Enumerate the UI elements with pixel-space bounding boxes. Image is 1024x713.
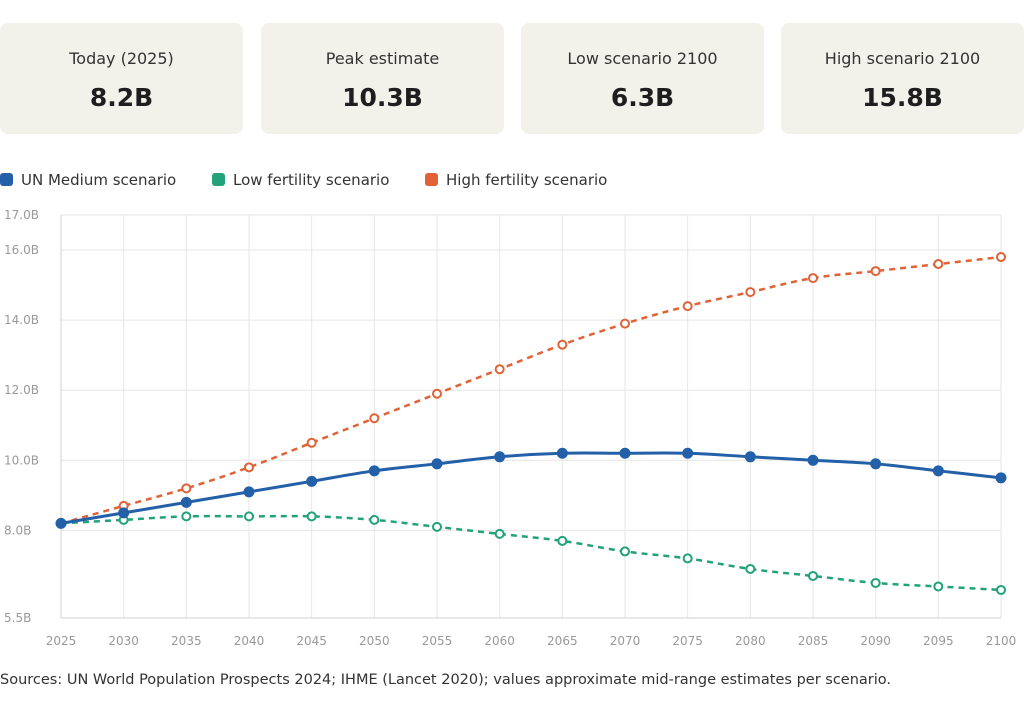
data-point-low-fertility-scenario bbox=[808, 570, 818, 581]
x-tick-label: 2045 bbox=[296, 634, 327, 648]
data-point-high-fertility-scenario bbox=[369, 413, 380, 424]
legend-label: High fertility scenario bbox=[446, 171, 608, 189]
x-tick-label: 2075 bbox=[672, 634, 703, 648]
y-tick-label: 5.5B bbox=[4, 611, 31, 625]
x-tick-label: 2050 bbox=[359, 634, 390, 648]
data-point-un-medium-scenario bbox=[180, 496, 192, 508]
data-point-high-fertility-scenario bbox=[432, 388, 442, 399]
stat-label: High scenario 2100 bbox=[824, 49, 981, 68]
x-tick-label: 2085 bbox=[798, 634, 829, 648]
y-tick-label: 17.0B bbox=[4, 208, 39, 222]
data-point-low-fertility-scenario bbox=[745, 563, 756, 574]
data-point-high-fertility-scenario bbox=[745, 287, 756, 298]
data-point-high-fertility-scenario bbox=[933, 259, 944, 270]
data-point-un-medium-scenario bbox=[556, 447, 568, 459]
y-tick-label: 8.0B bbox=[4, 523, 31, 537]
x-tick-label: 2060 bbox=[484, 634, 515, 648]
data-point-low-fertility-scenario bbox=[870, 577, 881, 588]
data-point-high-fertility-scenario bbox=[494, 364, 505, 375]
data-point-high-fertility-scenario bbox=[244, 462, 254, 473]
x-tick-label: 2055 bbox=[422, 634, 453, 648]
stat-value: 10.3B bbox=[342, 83, 423, 112]
y-tick-label: 14.0B bbox=[4, 313, 39, 327]
x-tick-label: 2070 bbox=[610, 634, 641, 648]
legend-label: UN Medium scenario bbox=[21, 171, 177, 189]
legend-swatch bbox=[425, 173, 438, 186]
series-line-low-fertility-scenario bbox=[60, 514, 1002, 592]
legend-swatch bbox=[212, 173, 225, 186]
x-tick-label: 2025 bbox=[46, 634, 77, 648]
data-point-un-medium-scenario bbox=[682, 447, 694, 459]
data-point-low-fertility-scenario bbox=[620, 546, 630, 557]
stat-value: 6.3B bbox=[610, 83, 675, 112]
stat-label: Low scenario 2100 bbox=[567, 49, 718, 68]
data-point-un-medium-scenario bbox=[306, 475, 318, 487]
series-line-un-medium-scenario bbox=[60, 451, 1002, 525]
data-point-high-fertility-scenario bbox=[996, 252, 1006, 263]
data-point-un-medium-scenario bbox=[243, 486, 255, 498]
data-point-un-medium-scenario bbox=[619, 447, 631, 459]
data-point-low-fertility-scenario bbox=[557, 535, 568, 546]
data-point-low-fertility-scenario bbox=[682, 553, 693, 564]
stat-cards: Today (2025) 8.2B Peak estimate 10.3B Lo… bbox=[0, 23, 1024, 135]
y-tick-label: 16.0B bbox=[4, 243, 39, 257]
stat-value: 8.2B bbox=[89, 83, 154, 112]
x-tick-label: 2065 bbox=[547, 634, 578, 648]
population-line-chart: 5.5B 8.0B 10.0B 12.0B 14.0B 16.0B 17.0B 2025 203… bbox=[4, 208, 1017, 648]
x-tick-label: 2100 bbox=[986, 634, 1017, 648]
data-point-low-fertility-scenario bbox=[181, 511, 192, 522]
data-point-un-medium-scenario bbox=[118, 507, 130, 519]
legend-swatch bbox=[0, 173, 13, 186]
data-point-un-medium-scenario bbox=[995, 472, 1007, 484]
stat-label: Peak estimate bbox=[325, 49, 440, 68]
stat-card-peak: Peak estimate 10.3B bbox=[261, 23, 504, 134]
stat-label: Today (2025) bbox=[69, 49, 174, 68]
x-tick-label: 2040 bbox=[234, 634, 265, 648]
data-point-low-fertility-scenario bbox=[996, 584, 1006, 595]
data-point-un-medium-scenario bbox=[55, 517, 67, 529]
data-point-high-fertility-scenario bbox=[306, 437, 317, 448]
data-point-high-fertility-scenario bbox=[557, 339, 568, 350]
source-note: Sources: UN World Population Prospects 2… bbox=[0, 672, 892, 688]
data-point-un-medium-scenario bbox=[368, 465, 380, 477]
x-tick-label: 2095 bbox=[923, 634, 954, 648]
series-line-high-fertility-scenario bbox=[60, 255, 1002, 525]
data-point-un-medium-scenario bbox=[932, 465, 944, 477]
stat-card-low-2100: Low scenario 2100 6.3B bbox=[521, 23, 764, 134]
x-tick-label: 2035 bbox=[171, 634, 202, 648]
stat-card-today: Today (2025) 8.2B bbox=[0, 23, 243, 134]
data-point-low-fertility-scenario bbox=[244, 511, 254, 522]
data-point-low-fertility-scenario bbox=[369, 514, 380, 525]
data-point-high-fertility-scenario bbox=[620, 318, 630, 329]
x-tick-label: 2090 bbox=[860, 634, 891, 648]
data-point-high-fertility-scenario bbox=[181, 483, 192, 494]
stat-value: 15.8B bbox=[862, 83, 943, 112]
data-point-un-medium-scenario bbox=[744, 451, 756, 463]
data-point-low-fertility-scenario bbox=[306, 511, 317, 522]
data-point-un-medium-scenario bbox=[870, 458, 882, 470]
data-point-low-fertility-scenario bbox=[432, 521, 442, 532]
data-point-high-fertility-scenario bbox=[682, 301, 693, 312]
data-point-high-fertility-scenario bbox=[870, 266, 881, 277]
y-tick-label: 10.0B bbox=[4, 453, 39, 467]
data-point-un-medium-scenario bbox=[494, 451, 506, 463]
data-point-low-fertility-scenario bbox=[494, 528, 505, 539]
data-point-un-medium-scenario bbox=[431, 458, 443, 470]
x-tick-label: 2080 bbox=[735, 634, 766, 648]
x-tick-label: 2030 bbox=[108, 634, 139, 648]
y-tick-label: 12.0B bbox=[4, 383, 39, 397]
data-point-low-fertility-scenario bbox=[933, 581, 944, 592]
data-point-high-fertility-scenario bbox=[808, 273, 818, 284]
data-point-un-medium-scenario bbox=[807, 454, 819, 466]
stat-card-high-2100: High scenario 2100 15.8B bbox=[781, 23, 1024, 134]
legend-label: Low fertility scenario bbox=[233, 171, 390, 189]
